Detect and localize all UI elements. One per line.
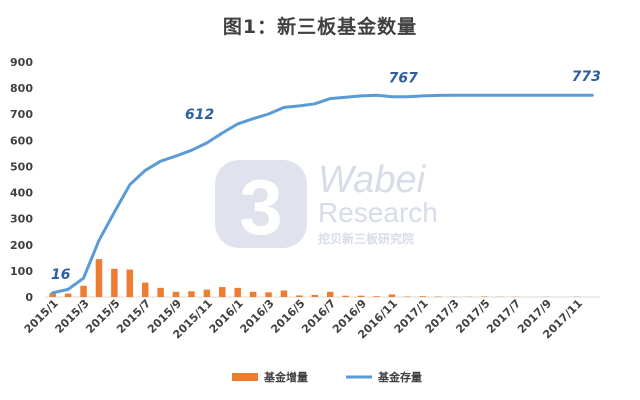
watermark-brand2: Research	[318, 197, 438, 228]
bar	[111, 268, 118, 297]
legend-swatch-bar	[232, 373, 258, 381]
y-tick-label: 700	[10, 108, 33, 121]
bar	[49, 292, 56, 297]
y-tick-label: 400	[10, 187, 33, 200]
bar	[157, 287, 164, 297]
annotations: 16 612 767 773	[51, 69, 601, 283]
x-axis: 2015/12015/32015/52015/72015/92015/11201…	[22, 297, 585, 342]
bar	[481, 296, 488, 297]
bar	[419, 296, 426, 297]
bar	[188, 291, 195, 297]
bar	[219, 287, 226, 297]
data-label: 767	[389, 71, 418, 87]
y-tick-label: 200	[10, 239, 33, 252]
bar	[95, 259, 103, 297]
bar	[203, 289, 211, 297]
legend-label-bar: 基金增量	[263, 370, 308, 384]
y-tick-label: 0	[25, 291, 33, 304]
chart-title: 图1：新三板基金数量	[222, 16, 418, 38]
y-axis: 0 100 200 300 400 500 600 700 800 900	[10, 56, 33, 304]
data-label: 612	[185, 107, 214, 123]
legend: 基金增量 基金存量	[232, 370, 422, 384]
bar	[249, 291, 257, 297]
bar	[342, 295, 349, 297]
data-label: 16	[51, 267, 71, 283]
stock-line	[51, 93, 594, 295]
bar	[80, 285, 87, 297]
bar	[311, 294, 319, 297]
bar	[326, 291, 334, 297]
three-badge-icon: 3	[215, 160, 307, 251]
bar	[404, 296, 411, 297]
watermark-logo: 3 Wabei Research 挖贝新三板研究院	[215, 159, 438, 251]
y-tick-label: 300	[10, 213, 33, 226]
series-line	[51, 93, 594, 295]
increment-bars	[49, 259, 581, 297]
svg-text:3: 3	[239, 163, 282, 251]
bar	[280, 290, 288, 297]
bar	[141, 282, 149, 297]
y-tick-label: 500	[10, 160, 33, 173]
legend-label-line: 基金存量	[377, 370, 422, 384]
bar	[388, 294, 396, 297]
bar	[234, 287, 241, 297]
y-tick-label: 900	[10, 56, 33, 69]
data-label: 773	[572, 69, 601, 85]
watermark-brand: Wabei	[318, 159, 427, 201]
watermark-cn: 挖贝新三板研究院	[318, 231, 414, 246]
bar	[434, 296, 442, 297]
y-tick-label: 600	[10, 134, 33, 147]
bar	[172, 291, 180, 297]
bar	[373, 296, 380, 297]
bar	[64, 293, 72, 297]
y-tick-label: 800	[10, 82, 33, 95]
bar	[296, 295, 303, 297]
y-tick-label: 100	[10, 265, 33, 278]
bar	[265, 292, 272, 297]
bar	[357, 295, 365, 297]
bar	[126, 269, 134, 297]
